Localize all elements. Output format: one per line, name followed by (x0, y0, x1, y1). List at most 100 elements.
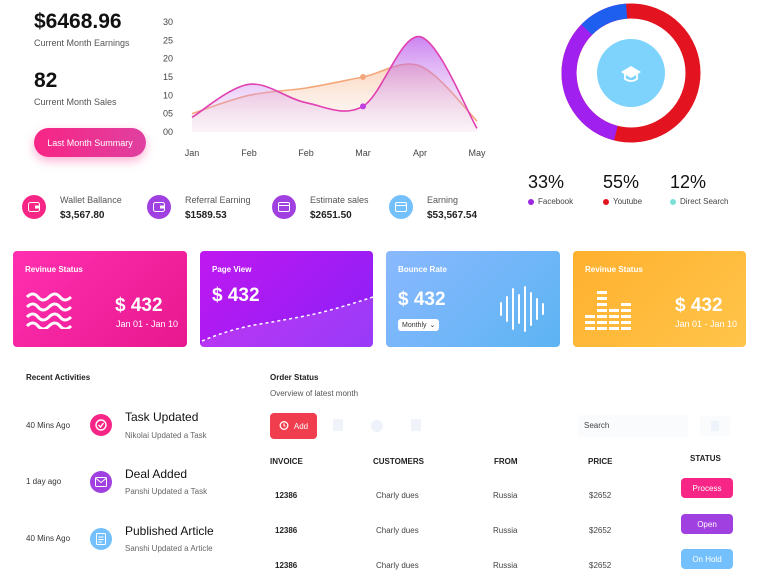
activity-title: Deal Added (125, 467, 188, 481)
cell-from: Russia (493, 561, 518, 570)
stat-wallet-label: Wallet Ballance (60, 195, 122, 205)
cell-customer: Charly dues (376, 491, 419, 500)
y-tick-label: 15 (163, 72, 173, 82)
donut-facebook-segment (561, 3, 701, 143)
status-badge[interactable]: On Hold (681, 549, 733, 569)
stat-estimate[interactable]: Estimate sales $2651.50 (272, 195, 369, 221)
sales-value: 82 (34, 69, 58, 92)
last-month-summary-button[interactable]: Last Month Summary (34, 128, 146, 157)
status-badge[interactable]: Open (681, 514, 733, 534)
cell-customer: Charly dues (376, 526, 419, 535)
col-header-status: STATUS (690, 454, 721, 463)
add-button-label: Add (293, 421, 309, 431)
earnings-label: Current Month Earnings (34, 38, 130, 48)
x-tick-label: Apr (413, 148, 427, 158)
add-button[interactable]: Add (270, 413, 317, 439)
y-tick-label: 25 (163, 35, 173, 45)
check-icon (90, 414, 112, 436)
activity-subtitle: Sanshi Updated a Article (125, 544, 213, 553)
activity-subtitle: Panshi Updated a Task (125, 487, 208, 496)
search-icon[interactable] (700, 416, 730, 436)
stat-earning-label: Earning (427, 195, 459, 205)
document-icon[interactable] (332, 418, 344, 437)
card-icon (272, 195, 296, 219)
legend-youtube: 55% Youtube (603, 172, 642, 206)
x-tick-label: Feb (241, 148, 257, 158)
chevron-down-icon: ⌄ (429, 322, 436, 329)
search-input[interactable]: Search (578, 415, 688, 437)
series-1-marker (360, 74, 366, 80)
table-row[interactable]: 12386 Charly dues Russia $2652 On Hold (260, 549, 750, 581)
col-header-price: PRICE (588, 457, 613, 466)
col-header-customers: CUSTOMERS (373, 457, 424, 466)
facebook-dot-icon (528, 198, 534, 205)
stats-row: Wallet Ballance $3,567.80 Referral Earni… (22, 192, 522, 228)
bounce-rate-card[interactable]: Bounce Rate $ 432 Monthly ⌄ (386, 251, 560, 347)
y-tick-label: 30 (163, 17, 173, 27)
card-value: $ 432 (675, 295, 723, 316)
cell-invoice: 12386 (275, 561, 298, 570)
y-tick-label: 00 (163, 127, 173, 137)
series-2-line (191, 35, 478, 129)
stat-referral[interactable]: Referral Earning $1589.53 (147, 195, 251, 221)
revenue-status-card-2[interactable]: Revinue Status $ 432 Jan 01 - Jan 10 (573, 251, 746, 347)
stat-referral-value: $1589.53 (185, 210, 227, 221)
activity-item[interactable]: 40 Mins Ago Task Updated Nikolai Updated… (0, 404, 240, 448)
audio-wave-icon (500, 286, 544, 332)
activity-title: Published Article (125, 524, 214, 538)
stat-wallet-value: $3,567.80 (60, 210, 105, 221)
x-tick-label: May (468, 148, 486, 158)
table-row[interactable]: 12386 Charly dues Russia $2652 Process (260, 478, 750, 510)
cell-from: Russia (493, 491, 518, 500)
cell-invoice: 12386 (275, 526, 298, 535)
col-header-from: FROM (494, 457, 518, 466)
earnings-area-chart: 00 05 10 15 20 25 30 Jan Feb Feb Mar Apr May (163, 17, 486, 158)
y-tick-label: 10 (163, 90, 173, 100)
table-row[interactable]: 12386 Charly dues Russia $2652 Open (260, 514, 750, 546)
activity-title: Task Updated (125, 410, 199, 424)
order-status-title: Order Status (270, 373, 319, 382)
bar-graph-icon (585, 291, 631, 330)
activity-time: 40 Mins Ago (26, 534, 71, 543)
cell-price: $2652 (589, 526, 612, 535)
activity-item[interactable]: 40 Mins Ago Published Article Sanshi Upd… (0, 518, 240, 562)
circle-icon[interactable] (370, 419, 384, 438)
activity-item[interactable]: 1 day ago Deal Added Panshi Updated a Ta… (0, 461, 240, 505)
legend-youtube-label: Youtube (613, 197, 643, 206)
status-badge[interactable]: Process (681, 478, 733, 498)
col-header-invoice: INVOICE (270, 457, 303, 466)
card-value: $ 432 (212, 285, 260, 306)
trend-line-graphic (200, 296, 373, 347)
legend-facebook: 33% Facebook (528, 172, 573, 206)
youtube-dot-icon (603, 198, 609, 205)
x-tick-label: Jan (185, 148, 200, 158)
graduation-cap-icon (621, 66, 641, 82)
legend-direct-pct: 12% (670, 172, 707, 192)
legend-youtube-pct: 55% (603, 172, 640, 192)
card-title: Page View (212, 265, 252, 274)
card-value: $ 432 (115, 295, 163, 316)
stat-wallet[interactable]: Wallet Ballance $3,567.80 (22, 195, 122, 221)
cell-invoice: 12386 (275, 491, 298, 500)
x-tick-label: Mar (355, 148, 371, 158)
card-title: Bounce Rate (398, 265, 447, 274)
series-2-marker (360, 103, 366, 110)
earnings-value: $6468.96 (34, 10, 122, 33)
article-icon (90, 528, 112, 550)
cell-price: $2652 (589, 561, 612, 570)
donut-legend: 33% Facebook 55% Youtube 12% Direct Sear… (528, 172, 758, 216)
period-select[interactable]: Monthly ⌄ (398, 319, 440, 331)
legend-facebook-pct: 33% (528, 172, 565, 192)
card-date-range: Jan 01 - Jan 10 (675, 319, 738, 329)
revenue-status-card[interactable]: Revinue Status $ 432 Jan 01 - Jan 10 (13, 251, 187, 347)
legend-direct: 12% Direct Search (670, 172, 728, 206)
cell-customer: Charly dues (376, 561, 419, 570)
y-tick-label: 05 (163, 109, 173, 119)
stat-referral-label: Referral Earning (185, 195, 251, 205)
page-view-card[interactable]: Page View $ 432 (200, 251, 373, 347)
search-placeholder: Search (584, 421, 610, 430)
file-icon[interactable] (410, 418, 422, 437)
legend-facebook-label: Facebook (538, 197, 574, 206)
stat-earning[interactable]: Earning $53,567.54 (389, 195, 477, 221)
period-select-value: Monthly (402, 321, 427, 329)
